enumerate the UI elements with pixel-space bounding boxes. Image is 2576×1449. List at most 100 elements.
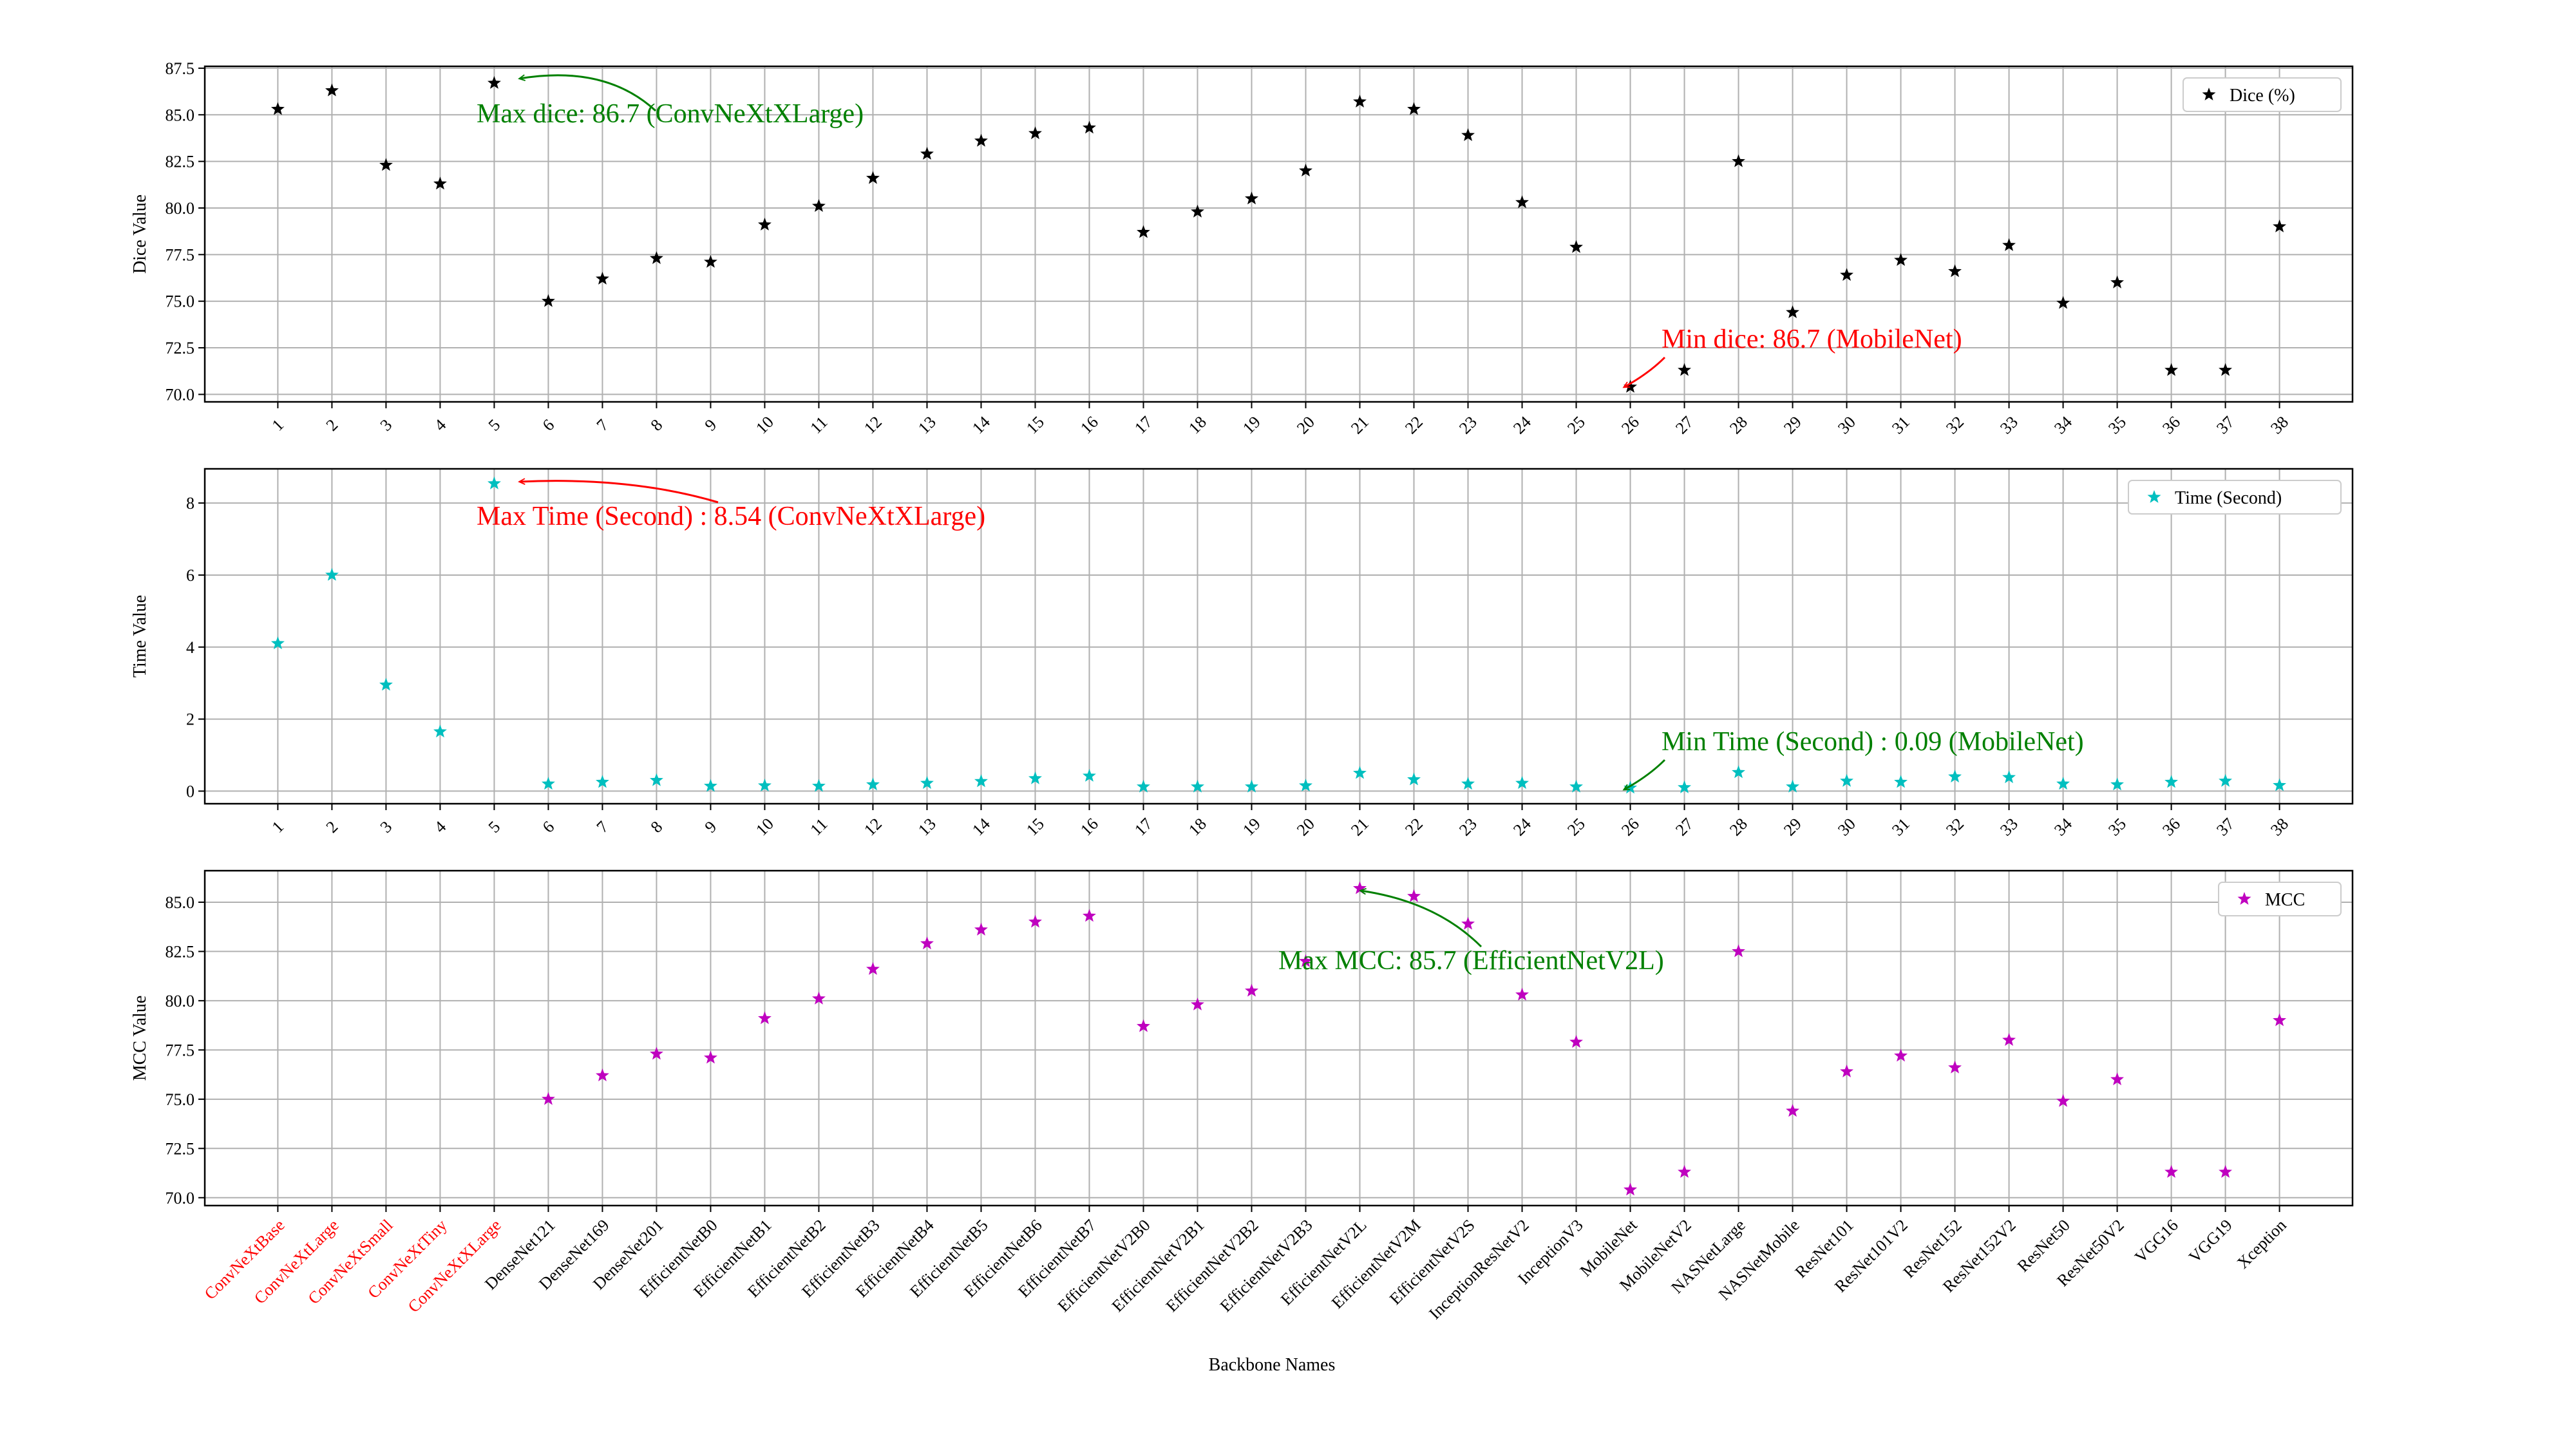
time-y-tick-label: 6 [186,566,194,585]
mcc-data-point [650,1046,663,1060]
dice-data-point [866,171,880,184]
dice-x-tick-label: 31 [1888,413,1913,438]
dice-y-tick-label: 72.5 [166,339,195,357]
dice-data-point [974,133,988,147]
mcc-grid [205,871,2353,1206]
dice-y-tick-label: 85.0 [166,106,195,124]
time-x-tick-label: 37 [2213,815,2238,840]
time-x-tick-label: 25 [1564,815,1589,840]
time-data-point [1948,770,1962,782]
mcc-x-axis: ConvNeXtBaseConvNeXtLargeConvNeXtSmallCo… [201,1206,2290,1323]
time-data-point [2110,777,2124,791]
mcc-legend: MCC [2218,882,2342,916]
mcc-y-tick-label: 77.5 [166,1041,195,1059]
dice-data-point [1083,120,1096,134]
mcc-y-tick-label: 82.5 [166,942,195,961]
time-data-point [1624,781,1637,794]
mcc-plot-frame [204,869,2354,1207]
mcc-legend-label: MCC [2265,890,2305,910]
dice-data-point [542,294,555,307]
dice-x-tick-label: 24 [1510,413,1535,438]
time-data-point [758,779,772,791]
time-x-tick-label: 9 [701,817,721,837]
time-legend: Time (Second) [2128,480,2342,515]
dice-x-tick-label: 23 [1455,413,1481,438]
dice-annotation-text: Max dice: 86.7 (ConvNeXtXLarge) [477,99,864,129]
mcc-data-point [1299,954,1312,967]
dice-x-tick-label: 34 [2050,413,2076,438]
dice-x-tick-label: 9 [701,415,721,435]
mcc-y-axis: 70.0 72.5 75.0 77.5 80.0 82.5 85.0 [166,893,205,1208]
dice-x-tick-label: 13 [914,413,940,438]
dice-data-point [1732,154,1745,167]
mcc-data-point [1245,983,1258,997]
mcc-data-point [1894,1048,1908,1062]
dice-annotation-arrow [1622,356,1666,388]
time-x-tick-label: 24 [1510,815,1535,840]
dice-x-tick-label: 1 [269,415,288,435]
dice-data-point [1245,191,1258,205]
time-x-tick-label: 33 [1996,815,2022,840]
mcc-annotations: Max MCC: 85.7 (EfficientNetV2L) [1278,887,1664,976]
time-data-point [433,724,447,738]
mcc-data-point [1678,1165,1691,1178]
time-data-point [1569,779,1583,793]
mcc-data-point [1624,1182,1637,1196]
mcc-data-point [920,936,934,950]
mcc-data-point [542,1092,555,1105]
dice-data-point [812,199,826,212]
dice-data-point [704,254,717,268]
dice-data-point [2164,363,2178,376]
time-data-point [1191,779,1204,793]
time-x-tick-label: 34 [2050,815,2076,840]
dice-x-tick-label: 28 [1726,413,1751,438]
dice-plot-frame [204,65,2354,403]
mcc-data-point [1948,1060,1962,1074]
dice-x-tick-label: 30 [1834,413,1859,438]
time-x-tick-label: 5 [485,817,504,837]
mcc-data-point [1786,1104,1799,1117]
time-data-point [270,636,285,650]
time-legend-marker [2147,490,2161,503]
time-data-point [1515,776,1529,789]
time-data-point [488,476,501,489]
dice-x-tick-label: 15 [1023,413,1048,438]
time-data-point [2002,770,2016,784]
time-x-tick-label: 29 [1780,815,1805,840]
time-data-point [866,777,880,791]
dice-annotation-text: Min dice: 86.7 (MobileNet) [1662,325,1962,354]
dice-data-point [1786,305,1799,318]
dice-x-tick-label: 3 [377,415,396,435]
time-data-point [1353,766,1367,779]
time-annotation-arrow [518,478,719,504]
time-x-tick-label: 30 [1834,815,1859,840]
dice-data-point [379,158,393,171]
time-x-tick-label: 13 [914,815,940,840]
time-x-tick-label: 26 [1618,815,1643,840]
dice-data-point [1191,204,1204,218]
time-data-point [325,567,339,581]
dice-annotations: Max dice: 86.7 (ConvNeXtXLarge) Min dice:… [477,74,1962,388]
dice-x-tick-label: 10 [752,413,777,438]
dice-x-tick-label: 16 [1077,413,1102,438]
dice-data-point [650,251,663,264]
dice-x-tick-label: 29 [1780,413,1805,438]
time-data-point [974,774,988,788]
time-annotations: Max Time (Second) : 8.54 (ConvNeXtXLarge… [477,478,2084,791]
dice-x-tick-label: 18 [1185,413,1210,438]
dice-x-tick-label: 35 [2105,413,2130,438]
time-data-point [704,779,717,792]
time-data-point [1137,779,1150,793]
time-x-tick-label: 16 [1077,815,1102,840]
dice-y-tick-label: 77.5 [166,245,195,264]
mcc-data-point [1569,1035,1583,1048]
time-x-axis: 1 2 3 4 5 6 7 8 9 10 11 12 13 14 15 16 17 18 19 20 21 22 23 24 2… [269,804,2292,839]
time-x-tick-label: 38 [2267,815,2292,840]
dice-x-tick-label: 37 [2213,413,2238,438]
time-x-tick-label: 28 [1726,815,1751,840]
dice-x-tick-label: 25 [1564,413,1589,438]
time-data-point [2219,773,2232,787]
dice-x-tick-label: 32 [1942,413,1967,438]
dice-x-tick-label: 36 [2159,413,2184,438]
